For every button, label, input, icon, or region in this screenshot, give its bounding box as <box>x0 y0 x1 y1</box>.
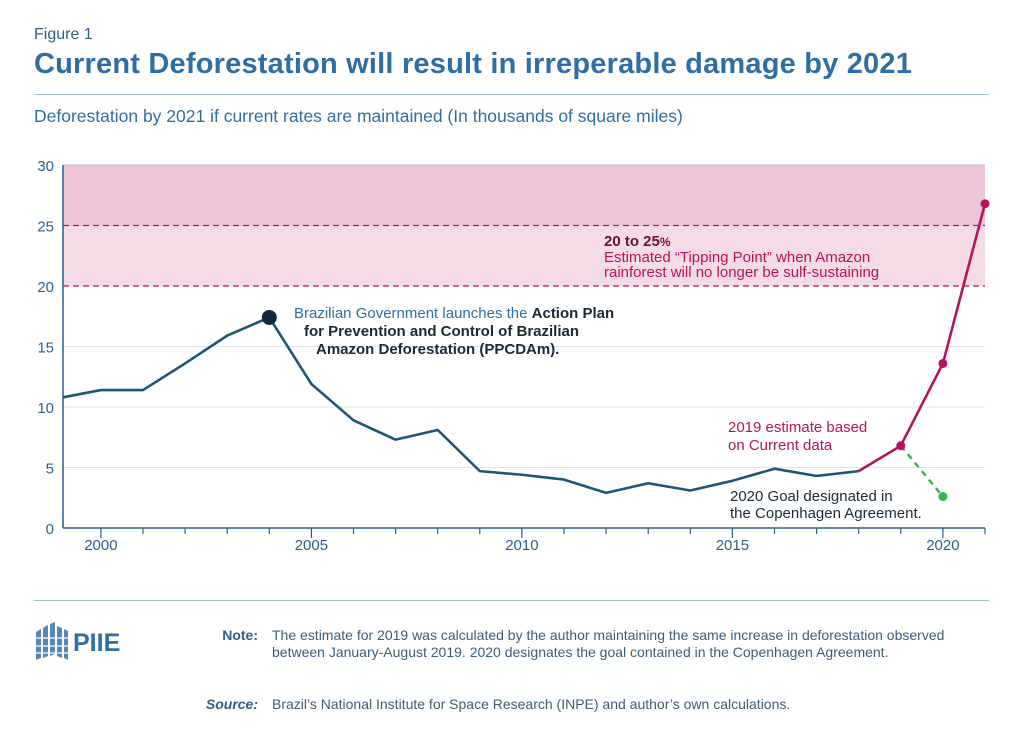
estimate-series-line <box>858 203 987 473</box>
y-tick-label: 15 <box>37 340 54 357</box>
goal-series-line <box>899 444 944 498</box>
series-lines <box>62 203 987 498</box>
x-tick-label: 2010 <box>505 537 538 554</box>
series-markers <box>261 199 990 502</box>
action-plan-annotation-line-2: for Prevention and Control of Brazilian <box>304 323 579 340</box>
x-tick-label: 2000 <box>84 537 117 554</box>
y-tick-label: 30 <box>37 158 54 175</box>
chart-title: Current Deforestation will result in irr… <box>34 48 913 80</box>
y-tick-label: 5 <box>46 461 54 478</box>
x-tick-label: 2020 <box>926 537 959 554</box>
goal-annotation-line-2: the Copenhagen Agreement. <box>730 505 922 522</box>
action-plan-marker <box>261 309 277 325</box>
tipping-point-band <box>63 225 985 286</box>
action-plan-annotation-line-3: Amazon Deforestation (PPCDAm). <box>316 341 559 358</box>
estimate-point <box>938 358 948 368</box>
x-axis: 2000 2005 2010 2015 2020 <box>63 527 986 554</box>
columns-icon: PIIE <box>36 622 120 660</box>
estimate-annotation-line-2: on Current data <box>728 437 833 454</box>
figure-label: Figure 1 <box>34 26 93 43</box>
x-tick-label: 2005 <box>295 537 328 554</box>
y-axis: 0 5 10 15 20 25 30 <box>37 158 64 538</box>
tipping-annotation-line-2: rainforest will no longer be sulf-sustai… <box>604 264 879 281</box>
source-text: Brazil’s National Institute for Space Re… <box>272 696 791 712</box>
logo-wordmark: PIIE <box>73 629 120 657</box>
estimate-annotation-line-1: 2019 estimate based <box>728 419 867 436</box>
line-chart: 0 5 10 15 20 25 30 2000 2005 2010 2015 2020 Brazil… <box>37 158 990 554</box>
gridlines <box>63 164 985 468</box>
historical-series-line <box>62 316 859 495</box>
piie-logo: PIIE <box>34 620 144 664</box>
goal-annotation-line-1: 2020 Goal designated in <box>730 488 893 505</box>
y-tick-label: 20 <box>37 279 54 296</box>
footer-divider <box>34 600 989 601</box>
estimate-point <box>896 441 906 451</box>
y-tick-label: 0 <box>46 521 54 538</box>
y-tick-label: 25 <box>37 219 54 236</box>
note-text: The estimate for 2019 was calculated by … <box>272 627 945 660</box>
action-plan-annotation-line-1: Brazilian Government launches the Action… <box>294 305 614 322</box>
source-label: Source: <box>205 696 258 712</box>
chart-subtitle: Deforestation by 2021 if current rates a… <box>34 106 683 126</box>
x-tick-label: 2015 <box>716 537 749 554</box>
tipping-annotation-line-1: Estimated “Tipping Point” when Amazon <box>604 249 870 266</box>
note-label: Note: <box>222 627 258 643</box>
estimate-point <box>980 199 990 209</box>
goal-point <box>938 492 948 502</box>
y-tick-label: 10 <box>37 400 54 417</box>
tipping-range-label: 20 to 25% <box>604 233 671 250</box>
tipping-zone-upper-shade <box>63 165 985 226</box>
title-divider <box>34 94 989 95</box>
